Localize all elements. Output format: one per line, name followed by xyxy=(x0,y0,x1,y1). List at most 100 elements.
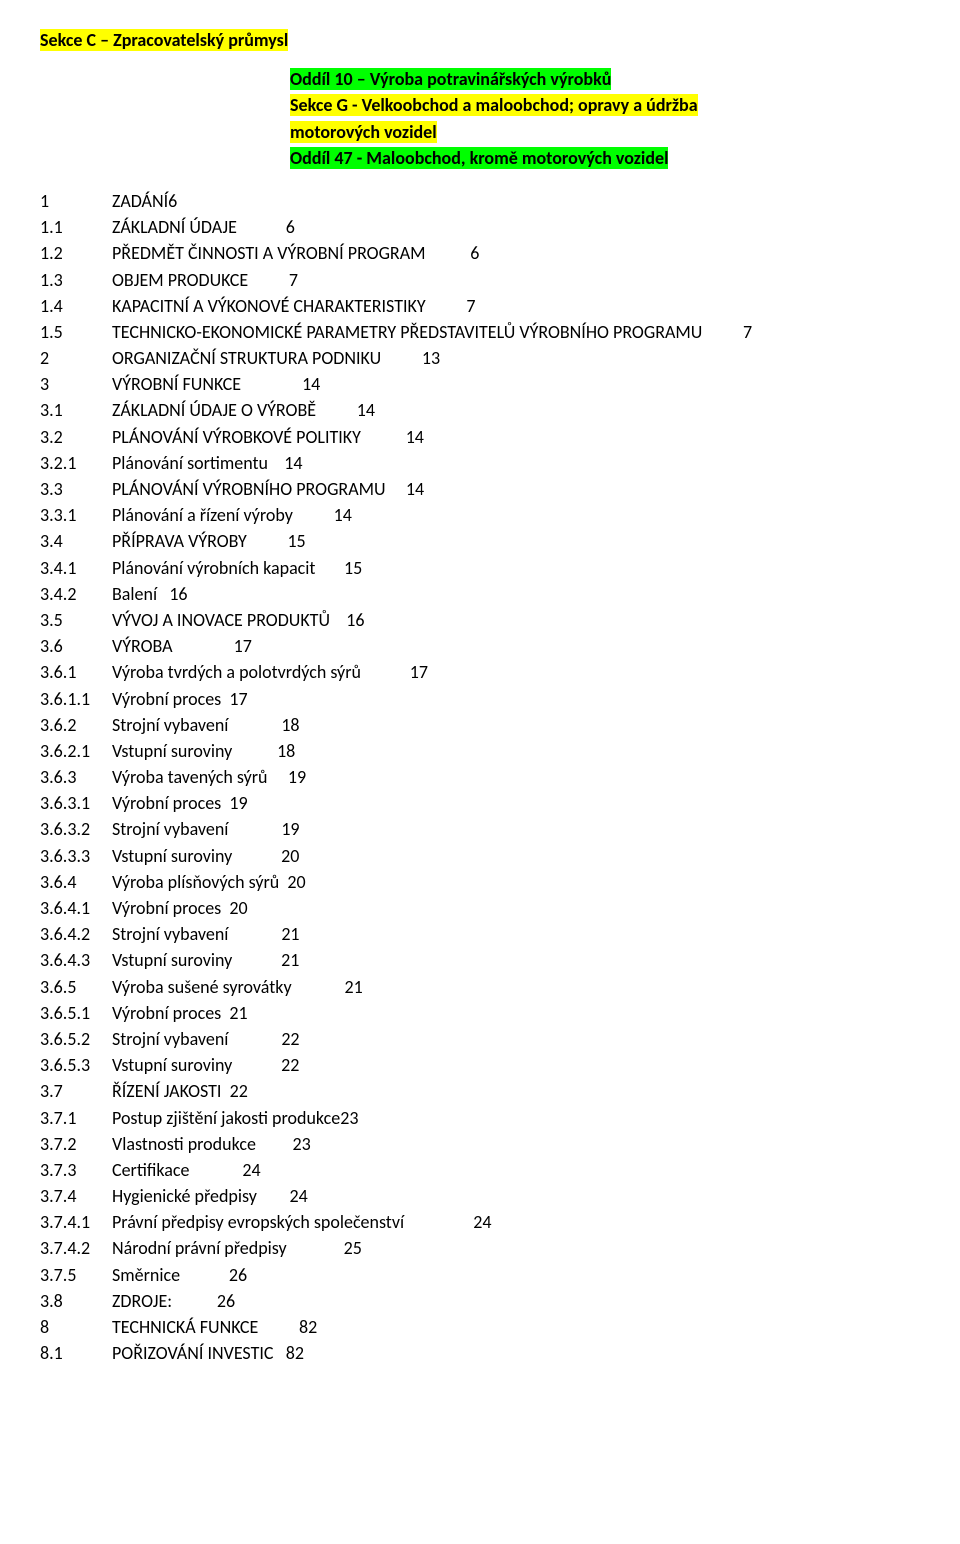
toc-gap xyxy=(228,818,281,840)
toc-title: Směrnice xyxy=(112,1263,180,1288)
toc-page: 14 xyxy=(334,503,352,528)
toc-row: 3.6.4Výroba plísňových sýrů 20 xyxy=(40,870,920,895)
toc-number: 3.5 xyxy=(40,608,112,633)
toc-title: Plánování výrobních kapacit xyxy=(112,556,315,581)
toc-row: 3.2.1Plánování sortimentu 14 xyxy=(40,451,920,476)
toc-gap xyxy=(221,688,229,710)
toc-page: 14 xyxy=(302,372,320,397)
toc-title: Výrobní proces xyxy=(112,1001,221,1026)
toc-title: PŘÍPRAVA VÝROBY xyxy=(112,529,247,554)
toc-title: Výroba sušené syrovátky xyxy=(112,975,292,1000)
toc-gap xyxy=(221,1002,229,1024)
toc-gap xyxy=(381,347,422,369)
toc-number: 3.8 xyxy=(40,1289,112,1314)
toc-page: 16 xyxy=(169,582,187,607)
document-header: Sekce C – Zpracovatelský průmysl xyxy=(40,28,920,53)
toc-title: Plánování sortimentu xyxy=(112,451,268,476)
toc-number: 3.6.2 xyxy=(40,713,112,738)
toc-page: 14 xyxy=(406,425,424,450)
toc-title: Právní předpisy evropských společenství xyxy=(112,1210,404,1235)
toc-number: 3.2 xyxy=(40,425,112,450)
toc-gap xyxy=(702,321,743,343)
toc-page: 19 xyxy=(281,817,299,842)
toc-title: ZDROJE: xyxy=(112,1289,172,1314)
toc-title: Výrobní proces xyxy=(112,791,221,816)
toc-title: PŘEDMĚT ČINNOSTI A VÝROBNÍ PROGRAM xyxy=(112,241,426,266)
toc-row: 3.3.1Plánování a řízení výroby 14 xyxy=(40,503,920,528)
toc-gap xyxy=(315,557,344,579)
toc-row: 1.4KAPACITNÍ A VÝKONOVÉ CHARAKTERISTIKY … xyxy=(40,294,920,319)
toc-title: ORGANIZAČNÍ STRUKTURA PODNIKU xyxy=(112,346,381,371)
toc-gap xyxy=(232,1054,281,1076)
toc-row: 3.1ZÁKLADNÍ ÚDAJE O VÝROBĚ 14 xyxy=(40,398,920,423)
toc-gap xyxy=(232,740,277,762)
toc-page: 14 xyxy=(406,477,424,502)
toc-title: Národní právní předpisy xyxy=(112,1236,287,1261)
toc-title: Výroba tavených sýrů xyxy=(112,765,268,790)
toc-row: 3.5VÝVOJ A INOVACE PRODUKTŮ 16 xyxy=(40,608,920,633)
toc-gap xyxy=(426,242,471,264)
toc-row: 3.6.5.3Vstupní suroviny 22 xyxy=(40,1053,920,1078)
header-line: Oddíl 47 - Maloobchod, kromě motorových … xyxy=(290,146,920,171)
toc-row: 3.6.1Výroba tvrdých a polotvrdých sýrů 1… xyxy=(40,660,920,685)
toc-number: 1.3 xyxy=(40,268,112,293)
toc-page: 21 xyxy=(345,975,363,1000)
toc-row: 3.7.4Hygienické předpisy 24 xyxy=(40,1184,920,1209)
toc-row: 3.7.2Vlastnosti produkce 23 xyxy=(40,1132,920,1157)
toc-row: 3.6.5.2Strojní vybavení 22 xyxy=(40,1027,920,1052)
toc-title: PLÁNOVÁNÍ VÝROBNÍHO PROGRAMU xyxy=(112,477,386,502)
toc-title: Strojní vybavení xyxy=(112,817,228,842)
header-line: motorových vozidel xyxy=(290,120,920,145)
toc-number: 2 xyxy=(40,346,112,371)
toc-page: 19 xyxy=(229,791,247,816)
toc-page: 6 xyxy=(470,241,479,266)
toc-row: 3.6.5.1Výrobní proces 21 xyxy=(40,1001,920,1026)
toc-gap xyxy=(247,530,288,552)
toc-page: 26 xyxy=(229,1263,247,1288)
toc-page: 20 xyxy=(281,844,299,869)
toc-gap xyxy=(426,295,467,317)
toc-title: Plánování a řízení výroby xyxy=(112,503,293,528)
header-line-text: Sekce G - Velkoobchod a maloobchod; opra… xyxy=(290,94,698,116)
toc-page: 7 xyxy=(743,320,752,345)
header-line-text: Oddíl 10 – Výroba potravinářských výrobk… xyxy=(290,68,611,90)
toc-gap xyxy=(273,1342,285,1364)
toc-page: 82 xyxy=(299,1315,317,1340)
toc-row: 3.6.3.3Vstupní suroviny 20 xyxy=(40,844,920,869)
toc-page: 23 xyxy=(340,1106,358,1131)
toc-row: 3VÝROBNÍ FUNKCE 14 xyxy=(40,372,920,397)
toc-page: 22 xyxy=(281,1027,299,1052)
toc-page: 6 xyxy=(168,189,177,214)
toc-number: 8.1 xyxy=(40,1341,112,1366)
toc-row: 3.3PLÁNOVÁNÍ VÝROBNÍHO PROGRAMU 14 xyxy=(40,477,920,502)
toc-title: VÝROBA xyxy=(112,634,173,659)
toc-number: 1.1 xyxy=(40,215,112,240)
toc-number: 3.6.4 xyxy=(40,870,112,895)
toc-gap xyxy=(241,373,302,395)
toc-gap xyxy=(258,1316,299,1338)
toc-gap xyxy=(256,1133,293,1155)
toc-title: ŘÍZENÍ JAKOSTI xyxy=(112,1079,221,1104)
toc-gap xyxy=(268,452,284,474)
toc-number: 3.3.1 xyxy=(40,503,112,528)
toc-gap xyxy=(173,635,234,657)
toc-number: 3.6.5.1 xyxy=(40,1001,112,1026)
header-subtitles: Oddíl 10 – Výroba potravinářských výrobk… xyxy=(40,67,920,171)
toc-number: 3.7.1 xyxy=(40,1106,112,1131)
toc-row: 3.7ŘÍZENÍ JAKOSTI 22 xyxy=(40,1079,920,1104)
toc-gap xyxy=(232,949,281,971)
toc-title: ZADÁNÍ xyxy=(112,189,168,214)
toc-gap xyxy=(330,609,346,631)
toc-page: 17 xyxy=(229,687,247,712)
toc-number: 3.1 xyxy=(40,398,112,423)
toc-page: 18 xyxy=(281,713,299,738)
toc-gap xyxy=(172,1290,217,1312)
toc-title: Výrobní proces xyxy=(112,687,221,712)
toc-number: 3.6.1 xyxy=(40,660,112,685)
toc-number: 3.6 xyxy=(40,634,112,659)
toc-title: Vstupní suroviny xyxy=(112,948,232,973)
toc-page: 19 xyxy=(288,765,306,790)
toc-gap xyxy=(386,478,406,500)
toc-number: 3.4 xyxy=(40,529,112,554)
toc-number: 3.6.3 xyxy=(40,765,112,790)
